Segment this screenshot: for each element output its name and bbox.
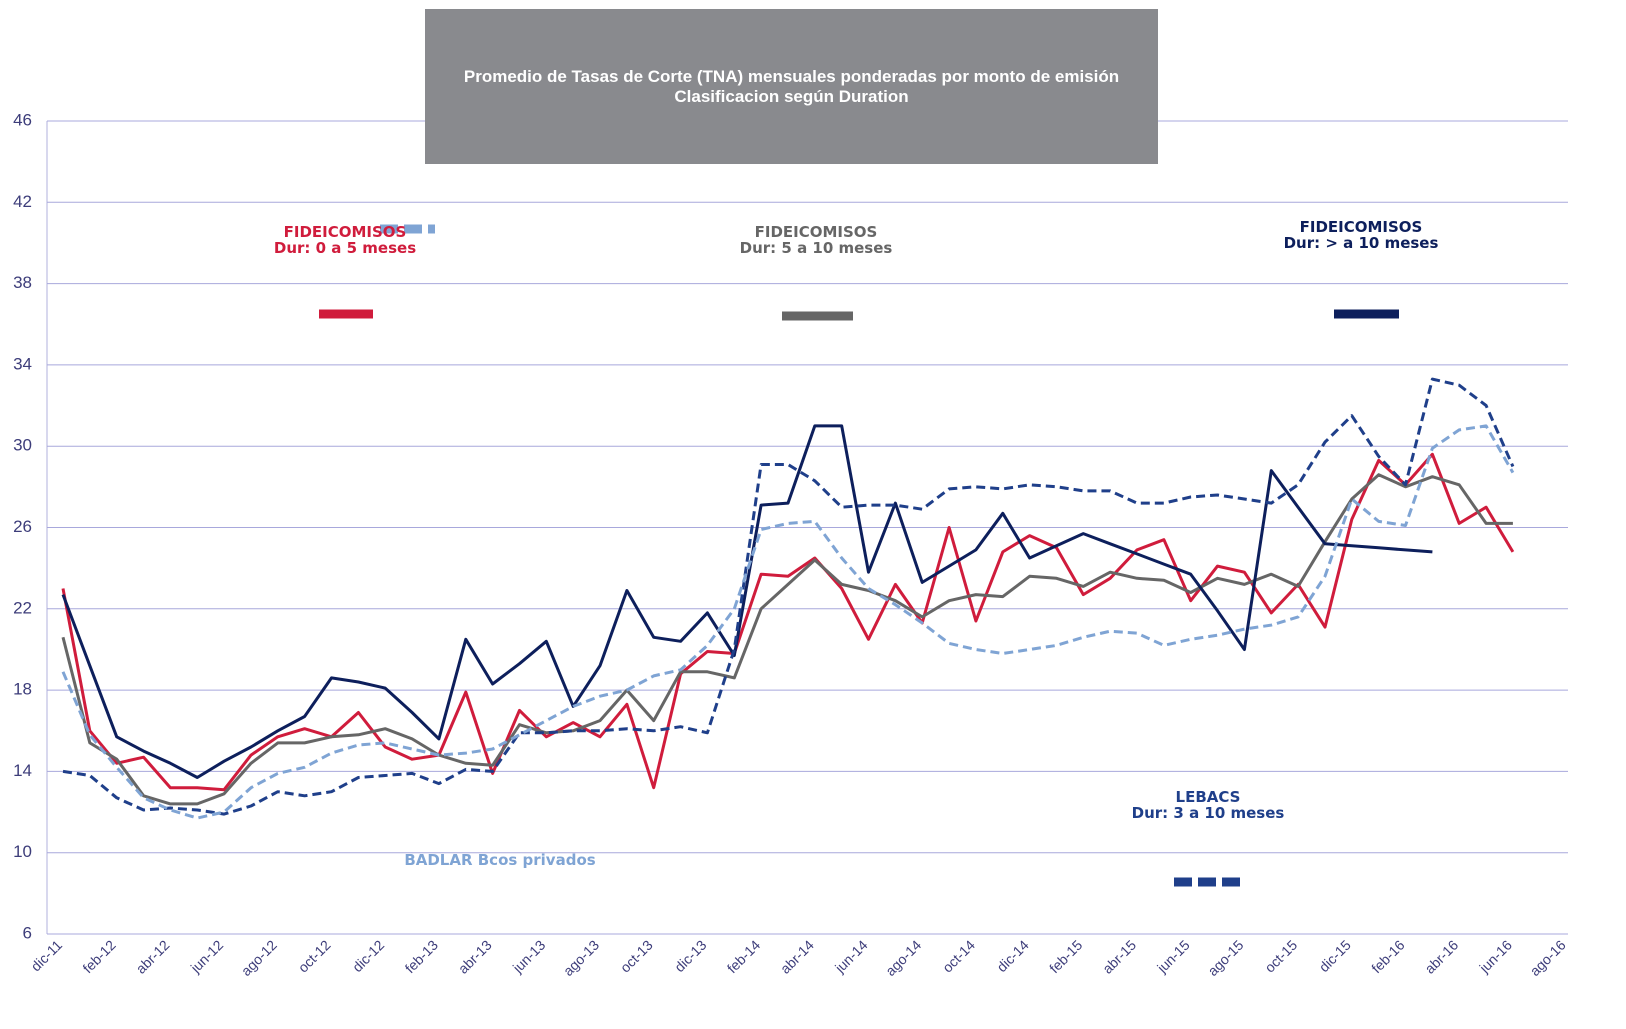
x-tick-label: ago-16 <box>1527 937 1569 979</box>
x-tick-label: dic-13 <box>671 937 709 975</box>
x-tick-label: abr-12 <box>133 937 173 977</box>
x-tick-label: feb-14 <box>724 937 764 977</box>
x-tick-label: jun-15 <box>1153 937 1193 977</box>
x-tick-label: oct-15 <box>1261 937 1300 976</box>
x-tick-label: ago-14 <box>882 937 924 979</box>
legend-label: FIDEICOMISOS Dur: 0 a 5 meses <box>273 223 417 257</box>
x-tick-label: ago-15 <box>1204 937 1246 979</box>
series-line <box>61 424 1515 820</box>
series-line <box>61 473 1513 806</box>
y-tick-label: 6 <box>23 923 32 942</box>
x-tick-label: abr-13 <box>455 937 495 977</box>
x-tick-label: jun-13 <box>509 937 549 977</box>
y-tick-label: 26 <box>13 517 32 536</box>
x-tick-label: oct-13 <box>617 937 656 976</box>
x-tick-label: oct-12 <box>295 937 334 976</box>
legend-label: LEBACS Dur: 3 a 10 meses <box>1131 788 1285 822</box>
x-tick-label: jun-12 <box>187 937 227 977</box>
chart-title: Promedio de Tasas de Corte (TNA) mensual… <box>425 9 1158 164</box>
y-tick-label: 10 <box>13 842 32 861</box>
x-tick-label: abr-16 <box>1421 937 1461 977</box>
legend-label: BADLAR Bcos privados <box>404 851 596 869</box>
series-line <box>62 377 1515 816</box>
series-line <box>61 452 1515 792</box>
x-tick-label: ago-12 <box>238 937 280 979</box>
x-tick-label: jun-14 <box>831 937 871 977</box>
x-tick-label: feb-12 <box>79 937 119 977</box>
x-tick-label: dic-15 <box>1316 937 1354 975</box>
y-tick-label: 22 <box>13 598 32 617</box>
legend-label: FIDEICOMISOS Dur: 5 a 10 meses <box>739 223 893 257</box>
x-tick-label: dic-11 <box>28 937 66 975</box>
y-tick-label: 38 <box>13 273 32 292</box>
y-tick-label: 30 <box>13 436 32 455</box>
x-tick-label: feb-16 <box>1368 937 1408 977</box>
x-tick-label: dic-12 <box>349 937 387 975</box>
y-tick-label: 18 <box>13 680 32 699</box>
x-tick-label: oct-14 <box>939 937 978 976</box>
x-tick-label: abr-14 <box>777 937 817 977</box>
y-tick-label: 46 <box>13 110 32 129</box>
y-tick-label: 34 <box>13 354 32 373</box>
x-tick-label: feb-13 <box>402 937 442 977</box>
series-line <box>61 424 1433 779</box>
legend-label: FIDEICOMISOS Dur: > a 10 meses <box>1283 218 1439 252</box>
y-tick-label: 14 <box>13 761 32 780</box>
x-tick-label: ago-13 <box>560 937 602 979</box>
x-tick-label: abr-15 <box>1099 937 1139 977</box>
y-tick-label: 42 <box>13 192 32 211</box>
x-tick-label: jun-16 <box>1475 937 1515 977</box>
x-tick-label: dic-14 <box>993 937 1031 975</box>
x-tick-label: feb-15 <box>1046 937 1086 977</box>
